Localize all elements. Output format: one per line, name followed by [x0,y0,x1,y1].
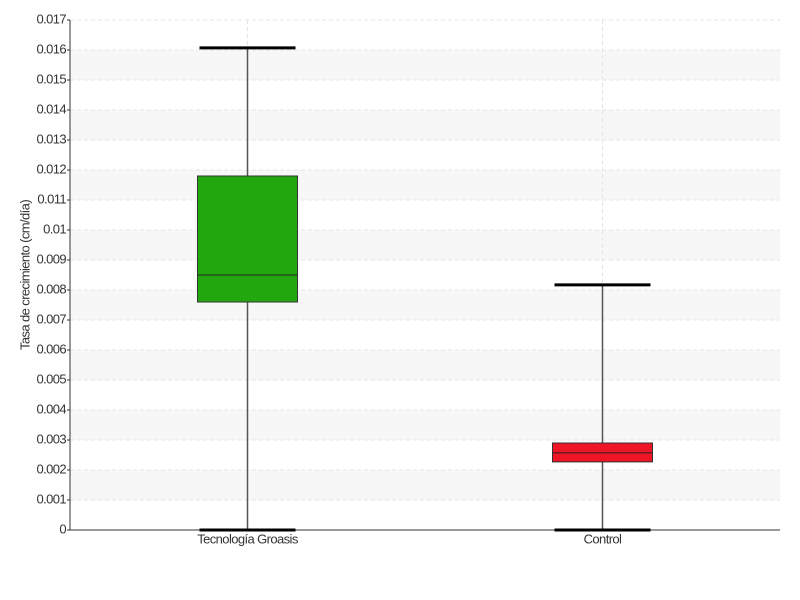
y-tick-label: 0.01 [43,221,66,236]
y-tick-label: 0.011 [37,191,66,206]
grid-band [70,290,780,320]
y-tick-label: 0.017 [36,11,66,26]
y-tick-label: 0.015 [36,71,66,86]
grid-band [70,110,780,140]
y-tick-label: 0.007 [36,311,66,326]
y-tick-label: 0.001 [36,491,66,506]
y-tick-label: 0.005 [36,371,66,386]
y-tick-label: 0.006 [36,341,66,356]
y-tick-label: 0 [59,521,66,536]
y-tick-label: 0.012 [36,161,66,176]
y-tick-label: 0.009 [36,251,66,266]
y-tick-label: 0.013 [36,131,66,146]
y-tick-label: 0.004 [36,401,66,416]
y-tick-label: 0.003 [36,431,66,446]
y-axis-label: Tasa de crecimiento (cm/día) [17,200,32,350]
grid-band [70,350,780,380]
y-tick-label: 0.016 [36,41,66,56]
y-tick-label: 0.008 [36,281,66,296]
y-tick-label: 0.014 [36,101,66,116]
x-tick-label: Control [584,531,622,546]
grid-band [70,470,780,500]
y-tick-label: 0.002 [36,461,66,476]
grid-band [70,170,780,200]
x-tick-label: Tecnología Groasis [197,531,299,546]
box [197,175,298,303]
grid-band [70,230,780,260]
grid-band [70,410,780,440]
grid-band [70,50,780,80]
